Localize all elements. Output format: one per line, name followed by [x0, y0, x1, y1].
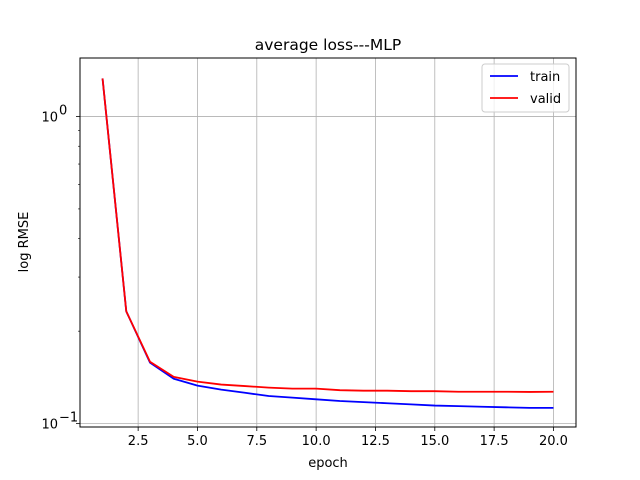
x-tick-label: 5.0	[187, 434, 208, 449]
x-tick-label: 17.5	[480, 434, 509, 449]
x-axis-label: epoch	[308, 456, 348, 471]
x-tick-label: 20.0	[539, 434, 568, 449]
y-tick-label: 10	[41, 110, 58, 125]
series-lines	[101, 78, 554, 409]
y-axis-label: log RMSE	[17, 212, 32, 273]
series-line-valid	[101, 78, 554, 393]
grid	[80, 58, 576, 427]
x-tick-label: 2.5	[128, 434, 149, 449]
x-tick-label: 15.0	[420, 434, 449, 449]
plot-frame	[79, 57, 577, 428]
y-tick-exponent: −1	[59, 411, 78, 426]
legend-label-valid: valid	[530, 92, 561, 107]
y-tick-label: 10	[41, 418, 58, 433]
x-tick-label: 10.0	[302, 434, 331, 449]
x-tick-label: 7.5	[246, 434, 267, 449]
y-tick-exponent: 0	[59, 103, 67, 118]
chart-title: average loss---MLP	[255, 36, 401, 54]
x-tick-label: 12.5	[361, 434, 390, 449]
legend: train valid	[481, 63, 570, 113]
series-line-train	[101, 78, 554, 409]
legend-label-train: train	[530, 70, 560, 85]
